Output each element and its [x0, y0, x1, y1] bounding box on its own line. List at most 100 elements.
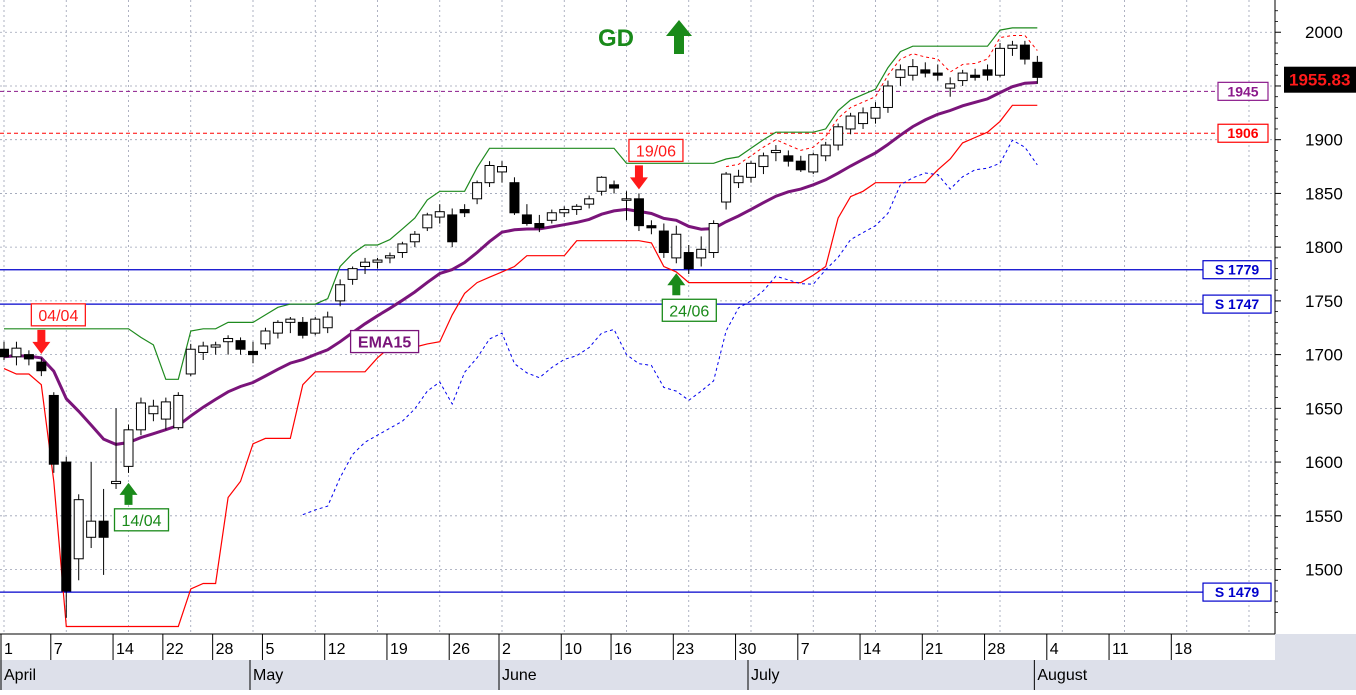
candle-body: [559, 209, 570, 214]
x-tick-label: 30: [739, 641, 757, 658]
candle-body: [484, 164, 495, 184]
candle-body: [945, 83, 956, 89]
y-tick-label: 1850: [1305, 184, 1343, 203]
trade-signals: 04/04 14/04 19/06 24/06: [30, 138, 717, 532]
y-tick-label: 1800: [1305, 238, 1343, 257]
candle-body: [285, 318, 296, 323]
candle-body: [73, 499, 84, 560]
signal-label-box: [661, 298, 717, 322]
candle-body: [746, 162, 756, 178]
candle-body: [384, 255, 395, 259]
x-tick-label: 2: [502, 641, 511, 658]
candle-body: [36, 361, 47, 372]
x-tick-label: 19: [390, 641, 408, 658]
x-tick-label: 28: [216, 641, 234, 658]
signal-label-box: [30, 303, 87, 327]
y-tick-label: 1700: [1305, 346, 1343, 365]
upper-band-line: [4, 27, 1038, 380]
x-tick-label: 11: [1112, 641, 1129, 658]
candle-body: [895, 69, 906, 78]
x-tick-label: 14: [116, 641, 134, 658]
candle-body: [86, 520, 97, 538]
candle-body: [858, 112, 869, 125]
resistance-stop-line: [726, 35, 1038, 168]
candle-body: [733, 175, 744, 184]
candle-body: [609, 184, 620, 189]
signal-label-box: [113, 508, 170, 532]
support-label: S 1747: [1215, 296, 1260, 312]
candle-body: [322, 316, 333, 329]
candle-body: [360, 261, 371, 267]
x-tick-label: 12: [328, 641, 346, 658]
lower-band-line: [3, 104, 1038, 628]
last-price-box: [1284, 66, 1356, 93]
signal-label-box: [628, 138, 684, 163]
candle-body: [621, 198, 632, 201]
candle-body: [721, 173, 732, 203]
support-levels: S 1779 S 1747 S 1479 1945 1906: [0, 81, 1272, 602]
x-tick-label: 1: [4, 641, 13, 658]
month-label: April: [4, 667, 36, 684]
buy-arrow-icon: [667, 273, 686, 296]
candle-body: [422, 214, 433, 229]
x-tick-label: 4: [1050, 641, 1059, 658]
candle-body: [995, 47, 1005, 76]
candle-body: [11, 347, 22, 358]
x-tick-label: 14: [863, 641, 881, 658]
candle-body: [845, 115, 856, 130]
candle-body: [98, 520, 109, 538]
candle-body: [397, 243, 408, 254]
candle-body: [783, 155, 794, 162]
up-arrow-icon: [666, 20, 692, 54]
candle-body: [210, 344, 221, 348]
candle-body: [646, 225, 657, 229]
candle-body: [932, 72, 943, 76]
x-tick-label: 21: [925, 641, 943, 658]
candle-body: [248, 350, 258, 356]
candle-body: [372, 259, 383, 263]
x-tick-label: 23: [676, 641, 694, 658]
sell-arrow-icon: [629, 165, 648, 190]
candle-body: [758, 155, 769, 168]
candle-body: [671, 233, 682, 259]
candle-body: [770, 149, 781, 154]
candle-body: [696, 248, 707, 259]
candle-body: [61, 461, 72, 592]
candle-body: [23, 354, 34, 360]
support-label: S 1779: [1215, 262, 1260, 278]
candle-body: [808, 154, 819, 173]
last-price-label: 1955.83: [1289, 71, 1350, 90]
candle-body: [534, 223, 545, 229]
y-axis-panel: [1275, 0, 1356, 634]
support-label-box: [1202, 582, 1272, 602]
x-tick-label: 10: [564, 641, 582, 658]
ema-label-box: [349, 329, 420, 354]
x-tick-label: 22: [166, 641, 184, 658]
candle-body: [584, 198, 595, 205]
candle-body: [148, 405, 159, 415]
support-label-box: [1202, 294, 1272, 314]
candle-body: [957, 72, 968, 82]
x-tick-label: 16: [614, 641, 632, 658]
candle-body: [1019, 44, 1030, 60]
y-tick-label: 1500: [1305, 561, 1343, 580]
month-label: July: [751, 667, 779, 684]
candle-body: [310, 318, 321, 334]
sell-arrow-icon: [32, 329, 51, 354]
x-tick-label: 28: [988, 641, 1006, 658]
level-label: 1906: [1227, 125, 1258, 141]
x-tick-label: 7: [54, 641, 63, 658]
candle-body: [708, 223, 719, 254]
candle-body: [198, 345, 209, 353]
candle-body: [970, 74, 981, 78]
candle-body: [135, 402, 146, 431]
candle-body: [434, 211, 445, 218]
candle-body: [173, 394, 184, 429]
candle-body: [497, 166, 507, 173]
candle-body: [683, 252, 694, 270]
y-tick-label: 1900: [1305, 131, 1343, 150]
candle-body: [48, 394, 59, 465]
candle-body: [235, 340, 246, 350]
